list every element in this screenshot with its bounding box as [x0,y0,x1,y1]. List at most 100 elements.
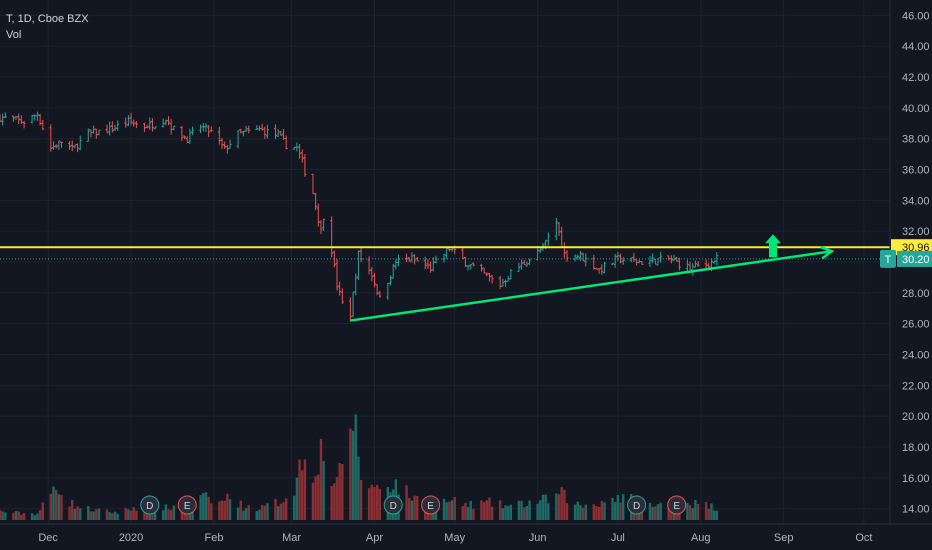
candle [70,140,74,152]
candle [78,135,82,151]
volume-bar [87,506,90,520]
symbol-title[interactable]: T, 1D, Cboe BZX [6,13,89,25]
candle [338,281,342,296]
volume-bar [600,500,604,520]
candle [479,263,483,272]
volume-bar [303,459,307,520]
candle [640,260,644,265]
volume-bar [135,510,138,520]
candle [348,297,352,322]
volume-bar [667,502,670,520]
volume-bar [95,509,98,520]
price-axis[interactable]: 46.00 44.00 42.00 40.00 38.00 36.00 34.00 32.00… [902,10,930,515]
volume-bar [239,500,242,520]
volume-bar [0,510,2,520]
volume-bar [207,496,210,520]
volume-bar [619,502,622,520]
candle [191,126,195,136]
candle [621,256,625,265]
candle [180,126,184,142]
volume-bar [523,507,526,520]
volume-bar [424,506,427,520]
candle [145,125,149,129]
time-tick-label: Sep [774,532,794,544]
candle [359,247,363,262]
volume-bar [338,462,341,520]
dividend-marker[interactable]: D [140,495,160,515]
dividend-marker[interactable]: D [383,495,403,515]
volume-bar [22,513,26,520]
candle [265,124,269,139]
candle [57,140,61,151]
volume-bar [498,500,502,520]
volume-bar [434,505,438,520]
time-tick-label: Jun [529,532,547,544]
candle [247,125,251,134]
candle [244,125,248,132]
volume-bar [33,515,36,520]
volume-bar [143,507,146,520]
volume-bar [263,505,266,520]
volume-bar [595,506,598,520]
candle [672,254,676,261]
volume-bar [172,505,176,520]
volume-bar [242,510,245,520]
time-tick-label: Mar [282,532,301,544]
volume-bar [14,511,18,520]
support-trendline[interactable] [350,249,833,322]
candle [576,254,580,260]
price-tick-label: 24.00 [902,349,930,361]
candle [490,275,494,284]
volume-bar [41,502,44,520]
candle [482,267,486,274]
price-tick-label: 28.00 [902,288,930,300]
price-tick-label: 16.00 [902,473,930,485]
volume-bar [688,505,692,520]
volume-bar [565,503,569,520]
candle [255,125,259,130]
volume-legend[interactable]: Vol [6,29,22,41]
candle [76,143,80,153]
volume-bar [73,508,77,520]
earnings-marker[interactable]: E [421,495,441,515]
candle [578,250,582,261]
volume-bar [370,484,373,520]
volume-bar [36,513,39,520]
candle [303,154,307,177]
drawings[interactable] [0,234,890,322]
volume-bar [218,501,221,520]
price-tick-label: 44.00 [902,41,930,53]
volume-bar [359,479,363,520]
volume-bar [30,513,34,520]
volume-bar [651,506,654,520]
time-axis[interactable]: Dec 2020 Feb Mar Apr May Jun Jul Aug Sep Oct [38,532,872,544]
volume-bar [504,505,507,520]
candle [113,124,117,132]
candle [129,112,133,125]
candle [314,192,318,211]
volume-bar [520,500,523,520]
volume-bar [295,477,299,520]
earnings-marker[interactable]: E [177,495,197,515]
candle [260,123,264,131]
candle [423,256,427,270]
volume-bar [276,506,280,520]
dividend-marker[interactable]: D [627,495,647,515]
breakout-arrow[interactable] [764,234,781,258]
price-tick-label: 36.00 [902,165,930,177]
earnings-marker[interactable]: E [667,495,687,515]
candle [273,124,277,140]
candle [688,261,692,270]
candle [501,278,505,287]
volume-bar [60,494,63,520]
time-tick-label: 2020 [119,532,143,544]
volume-bar [124,507,127,520]
candle [696,261,700,268]
candle [528,258,532,265]
volume-bar [17,511,20,520]
volume-bar [317,474,320,520]
volume-bar [351,430,355,520]
volume-bar [686,502,689,520]
